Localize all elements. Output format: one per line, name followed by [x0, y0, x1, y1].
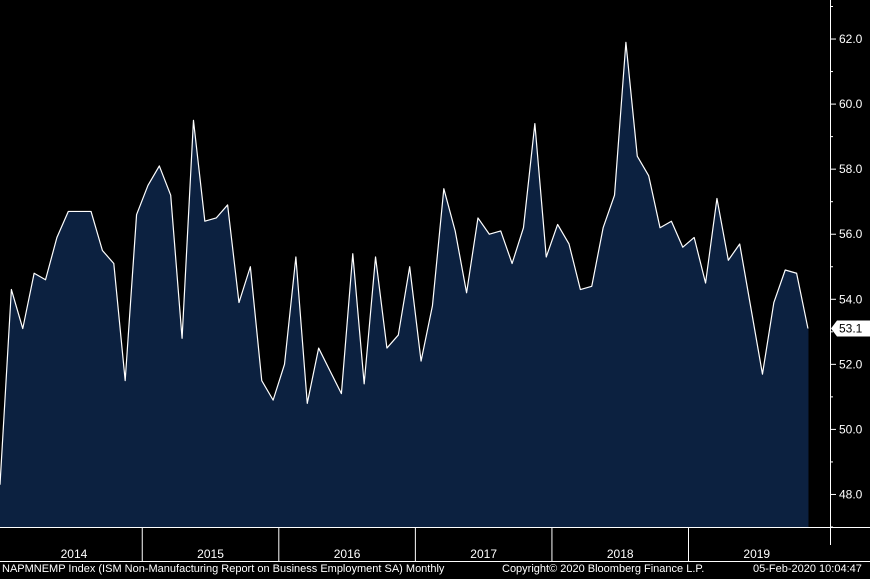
copyright-notice: Copyright© 2020 Bloomberg Finance L.P.: [502, 563, 705, 575]
y-tick-label: 54.0: [839, 292, 863, 306]
x-tick-label: 2019: [743, 547, 770, 561]
series-description: NAPMNEMP Index (ISM Non-Manufacturing Re…: [2, 563, 445, 575]
x-tick-label: 2014: [61, 547, 88, 561]
axes: [0, 0, 870, 562]
series-line: [0, 41, 809, 485]
plot-area: [0, 41, 809, 527]
y-tick-label: 52.0: [839, 357, 863, 371]
y-axis: 48.0 50.0 52.0 54.0 56.0 58.0 60.0 62.0: [830, 6, 863, 528]
x-tick-label: 2018: [607, 547, 634, 561]
last-value-tag: [831, 320, 870, 337]
y-tick-label: 50.0: [839, 422, 863, 436]
last-value-label: 53.1: [839, 322, 863, 336]
x-tick-label: 2017: [470, 547, 497, 561]
y-tick-label: 58.0: [839, 162, 863, 176]
y-tick-label: 62.0: [839, 32, 863, 46]
y-tick-label: 56.0: [839, 227, 863, 241]
x-tick-label: 2015: [197, 547, 224, 561]
y-tick-label: 60.0: [839, 97, 863, 111]
x-axis: 2014 2015 2016 2017 2018 2019: [61, 527, 770, 561]
x-tick-label: 2016: [334, 547, 361, 561]
timestamp: 05-Feb-2020 10:04:47: [753, 563, 862, 575]
series-area: [0, 42, 808, 527]
y-tick-label: 48.0: [839, 487, 863, 501]
last-value-marker: 53.1: [831, 320, 870, 337]
